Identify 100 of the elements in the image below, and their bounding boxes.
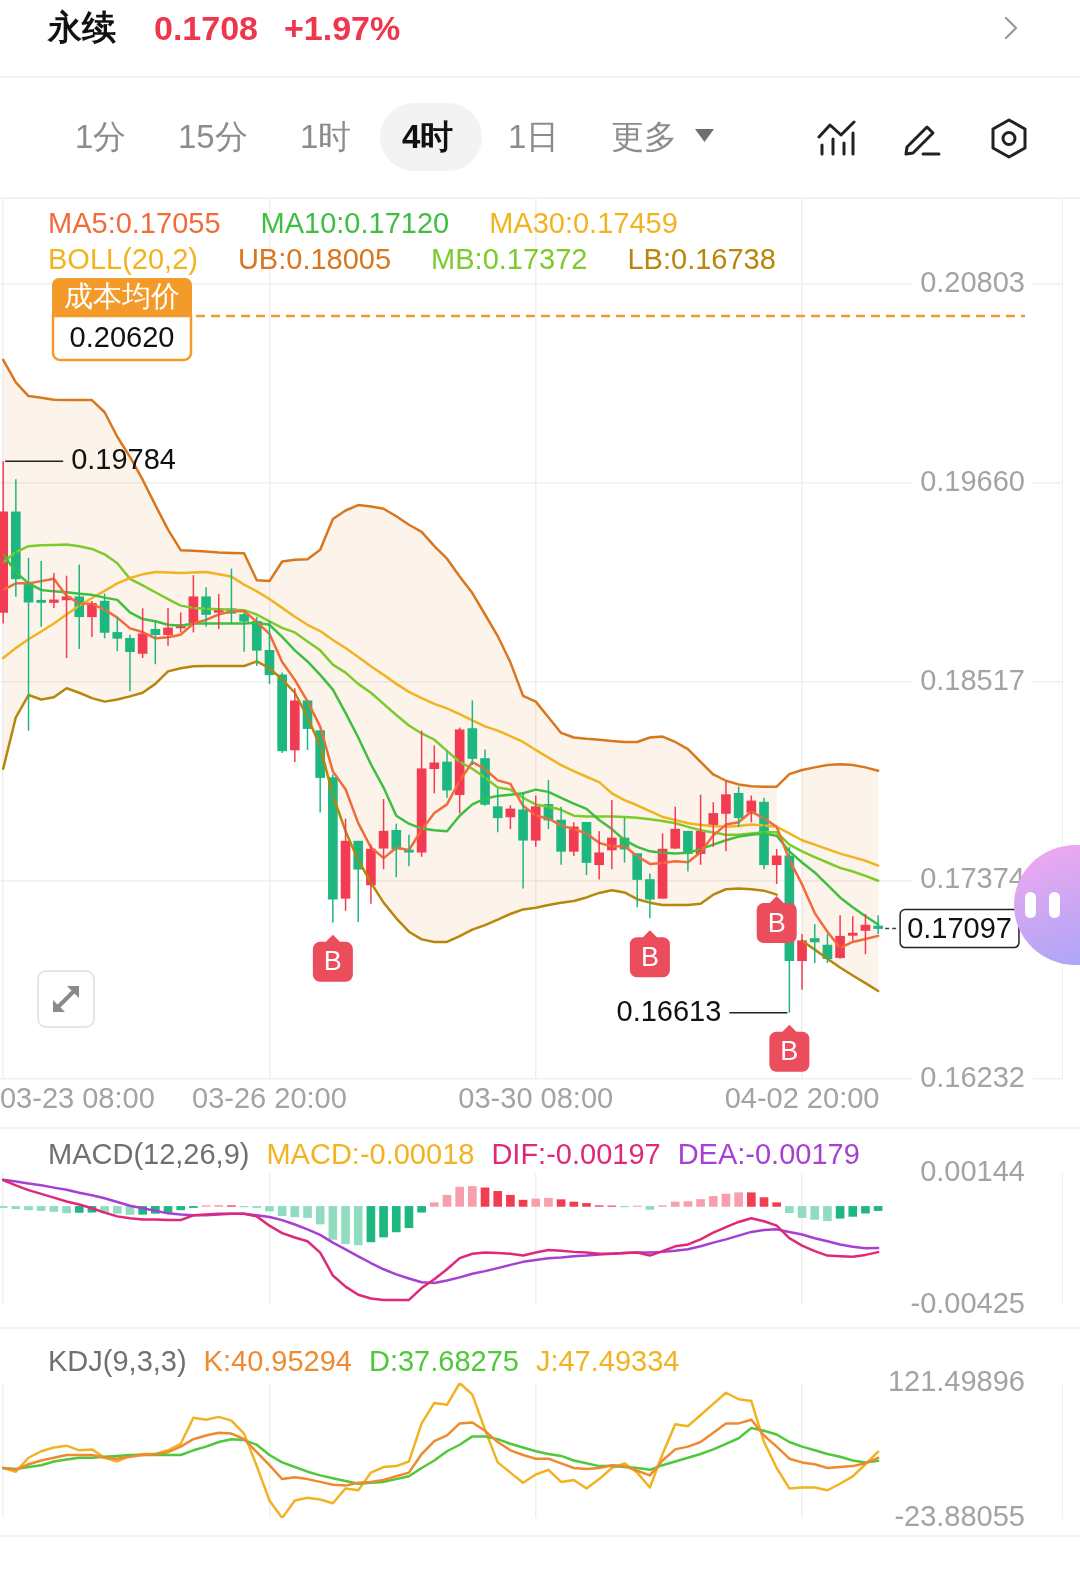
bar: [36, 1206, 46, 1211]
y-tick-label: 121.49896: [887, 1365, 1025, 1397]
y-tick-label: -0.00425: [910, 1287, 1025, 1319]
text: 更多: [611, 117, 677, 157]
annotation: B: [767, 907, 786, 938]
text: 15分: [178, 117, 248, 157]
bar: [468, 1186, 477, 1207]
bar: [810, 1206, 820, 1220]
bar: [74, 1206, 84, 1213]
bar: [290, 1206, 300, 1218]
bar: [429, 1202, 439, 1207]
text: DIF:-0.00197: [491, 1138, 661, 1170]
bar: [873, 1206, 883, 1211]
bar: [721, 1193, 731, 1207]
bar: [265, 1206, 274, 1212]
bar: [366, 1206, 376, 1243]
text: MA5:0.17055: [48, 207, 221, 239]
series-label: MACD:-0.00018: [266, 1138, 475, 1170]
y-tick-label: 0.00144: [920, 1155, 1025, 1187]
bar: [797, 1206, 807, 1218]
candlestick: [809, 923, 820, 964]
bar: [353, 1206, 363, 1246]
chart-title: KDJ(9,3,3): [48, 1345, 187, 1377]
bar: [24, 1206, 33, 1211]
bar: [442, 1194, 452, 1207]
bar: [556, 1199, 566, 1207]
series-label: J:47.49334: [535, 1345, 680, 1377]
bar: [506, 1194, 515, 1207]
bar: [835, 1206, 845, 1219]
bar: [277, 1206, 287, 1217]
text: 永续: [48, 7, 116, 48]
annotation: 0.16613: [616, 994, 722, 1027]
text: DEA:-0.00179: [677, 1138, 860, 1170]
chart-title: MACD(12,26,9): [48, 1138, 250, 1170]
text: 1日: [508, 117, 560, 157]
bar: [747, 1192, 756, 1207]
bar: [493, 1191, 503, 1207]
annotation: BOLL(20,2): [48, 243, 198, 275]
bar: [417, 1206, 426, 1213]
bar: [531, 1198, 541, 1207]
series-label: K:40.95294: [203, 1345, 352, 1377]
bar: [49, 1206, 59, 1212]
text: UB:0.18005: [237, 243, 392, 275]
bar: [582, 1203, 591, 1207]
x-tick-label: 04-02 20:00: [724, 1082, 880, 1114]
bar: [861, 1206, 870, 1214]
bar: [848, 1206, 858, 1217]
bar: [683, 1201, 693, 1207]
bar: [772, 1202, 782, 1207]
bar: [696, 1199, 705, 1207]
bar: [518, 1199, 528, 1207]
annotation: B: [640, 941, 659, 972]
annotation: B: [323, 946, 342, 977]
y-tick-label: 0.19660: [920, 464, 1025, 497]
candlestick: [492, 788, 503, 833]
y-tick-label: 0.17374: [920, 862, 1025, 895]
x-tick-label: 03-23 08:00: [0, 1082, 155, 1114]
y-tick-label: 0.18517: [920, 663, 1025, 696]
bar: [708, 1196, 718, 1207]
bar: [62, 1206, 71, 1214]
bar: [670, 1201, 680, 1207]
text: LB:0.16738: [627, 243, 776, 275]
annotation: B: [780, 1036, 799, 1067]
bar: [785, 1206, 794, 1213]
bar: [303, 1206, 312, 1218]
text: MA10:0.17120: [260, 207, 450, 239]
bar: [734, 1192, 743, 1207]
x-tick-label: 03-26 20:00: [192, 1082, 347, 1114]
text: MA30:0.17459: [489, 207, 678, 239]
bar: [645, 1206, 655, 1210]
y-tick-label: 0.20803: [920, 266, 1025, 299]
bar: [391, 1206, 401, 1233]
text: 0.1708: [154, 8, 258, 48]
text: +1.97%: [284, 8, 401, 48]
bar: [404, 1206, 414, 1229]
bar: [455, 1186, 464, 1207]
annotation: 0.17097: [907, 911, 1012, 944]
y-tick-label: -23.88055: [894, 1500, 1025, 1532]
y-tick-label: 0.16232: [920, 1061, 1025, 1093]
ref-line-label: 成本均价: [64, 279, 180, 312]
text: 1时: [300, 117, 352, 157]
candlestick: [112, 616, 123, 652]
bar: [315, 1206, 325, 1225]
bar: [341, 1206, 350, 1245]
bar: [569, 1201, 579, 1207]
text: 1分: [75, 117, 127, 157]
bar: [112, 1206, 122, 1214]
bar: [176, 1206, 186, 1211]
bar: [823, 1206, 832, 1222]
text: D:37.68275: [368, 1345, 519, 1377]
bar: [759, 1197, 769, 1207]
bar: [480, 1187, 490, 1207]
bar: [544, 1197, 553, 1207]
text: 4时: [402, 117, 454, 157]
annotation: 0.20620: [69, 320, 175, 353]
bar: [328, 1206, 338, 1240]
bar: [11, 1206, 21, 1210]
bar: [379, 1206, 388, 1238]
x-tick-label: 03-30 08:00: [458, 1082, 614, 1114]
text: MB:0.17372: [431, 243, 588, 275]
